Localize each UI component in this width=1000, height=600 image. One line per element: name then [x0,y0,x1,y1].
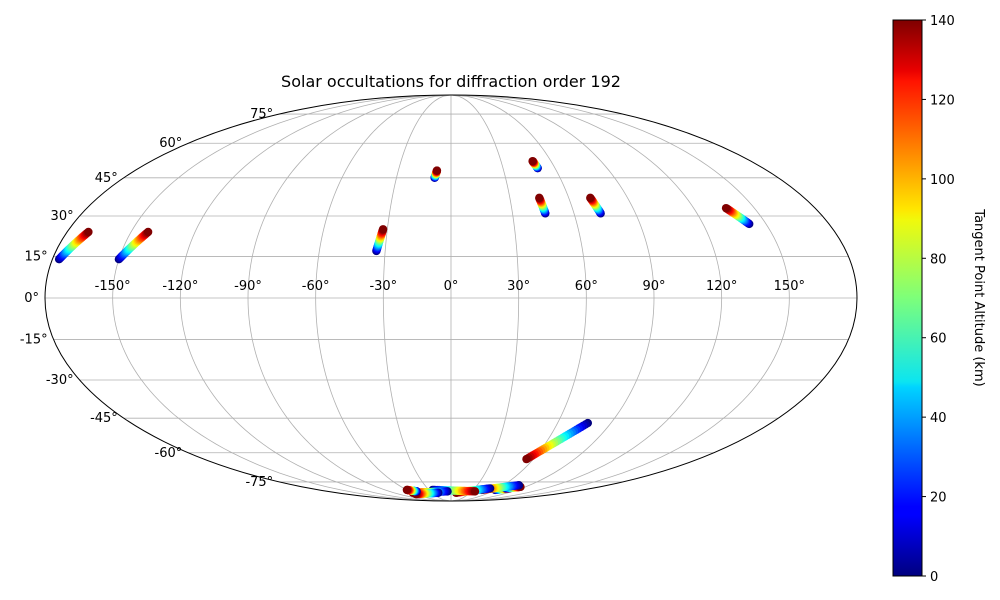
colorbar-tick-label: 60 [930,332,947,347]
lon-tick-label: 60° [575,279,598,294]
latitude-tick-labels: -75° -60° -45° -30° -15° 0° 15° 30° 45° 60° 75° [20,107,273,490]
data-point [402,485,412,495]
data-points [54,156,754,499]
lon-gridline [450,95,520,501]
lat-tick-label: 15° [25,249,48,264]
colorbar-tick-label: 0 [930,570,938,585]
colorbar-tick-label: 120 [930,93,955,108]
grid [45,95,857,501]
lon-gridline [450,95,655,501]
lat-tick-label: -45° [90,411,118,426]
colorbar-tick-label: 140 [930,14,955,29]
lon-tick-label: -90° [234,279,262,294]
colorbar-tick-label: 40 [930,411,947,426]
data-point [432,166,442,175]
colorbar-label: Tangent Point Altitude (km) [971,208,986,386]
chart-title: Solar occultations for diffraction order… [281,72,621,91]
lat-tick-label: 75° [250,107,273,122]
lon-tick-label: 90° [642,279,665,294]
lon-gridline [112,95,452,501]
colorbar-tick-label: 80 [930,252,947,267]
lat-tick-label: 45° [95,171,118,186]
lon-tick-label: 120° [706,279,737,294]
lat-tick-label: 0° [24,291,39,306]
data-point [84,227,93,237]
data-point [522,454,531,464]
lon-gridline [450,95,723,501]
lon-tick-label: -120° [162,279,198,294]
lon-gridline [315,95,452,501]
colorbar-tick-label: 20 [930,491,947,506]
lon-tick-label: 150° [774,279,805,294]
map-boundary [44,94,858,502]
lon-tick-label: -60° [302,279,330,294]
lon-tick-label: -30° [369,279,397,294]
lat-tick-label: 30° [51,209,74,224]
longitude-tick-labels: -150° -120° -90° -60° -30° 0° 30° 60° 90° 120° 150… [95,279,805,294]
lat-tick-label: -30° [46,373,74,388]
data-point [528,156,537,166]
lat-tick-label: -15° [20,333,48,348]
data-point [378,225,388,234]
data-point [586,193,595,203]
lat-tick-label: -75° [245,475,273,490]
lon-gridline [179,95,452,501]
colorbar [892,19,923,577]
lat-tick-label: -60° [155,446,183,461]
data-point [470,487,480,496]
lon-tick-label: 30° [507,279,530,294]
data-point [143,227,153,237]
data-point [535,193,544,203]
lon-gridline [450,95,790,501]
colorbar-tick-label: 100 [930,173,955,188]
lon-tick-label: -150° [95,279,131,294]
data-point [721,203,731,213]
lon-gridline [247,95,452,501]
lon-gridline [382,95,452,501]
lon-tick-label: 0° [444,279,459,294]
lat-tick-label: 60° [159,136,182,151]
colorbar-ticks: 0 20 40 60 80 100 120 140 [922,14,955,585]
